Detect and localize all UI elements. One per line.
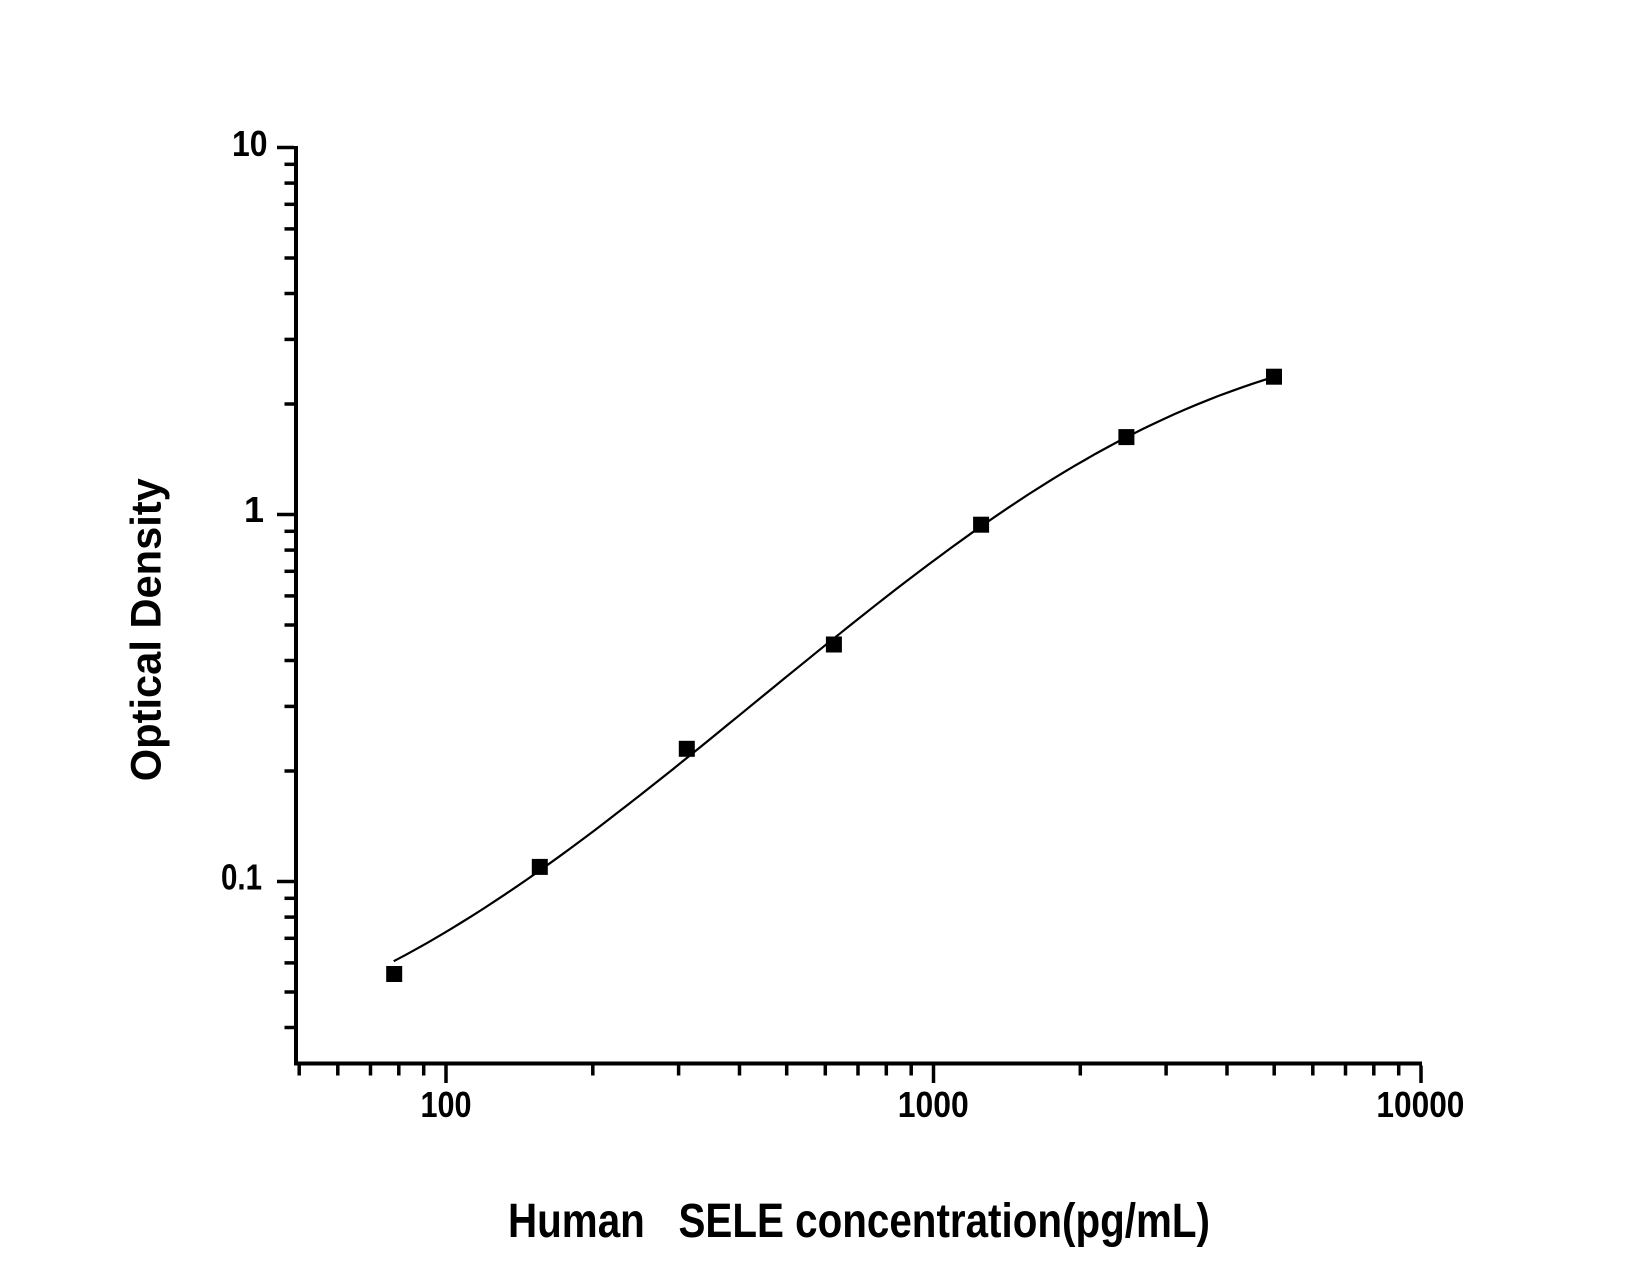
- svg-text:10000: 10000: [1376, 1084, 1464, 1125]
- svg-text:0.1: 0.1: [221, 857, 262, 898]
- svg-text:Optical Density: Optical Density: [122, 478, 170, 781]
- svg-text:10: 10: [232, 123, 268, 164]
- svg-text:1000: 1000: [898, 1084, 969, 1125]
- svg-text:Human SELE concentration(pg/: Human SELE concentration(pg/mL): [508, 1195, 1210, 1248]
- svg-text:100: 100: [421, 1084, 472, 1125]
- svg-text:1: 1: [244, 489, 264, 530]
